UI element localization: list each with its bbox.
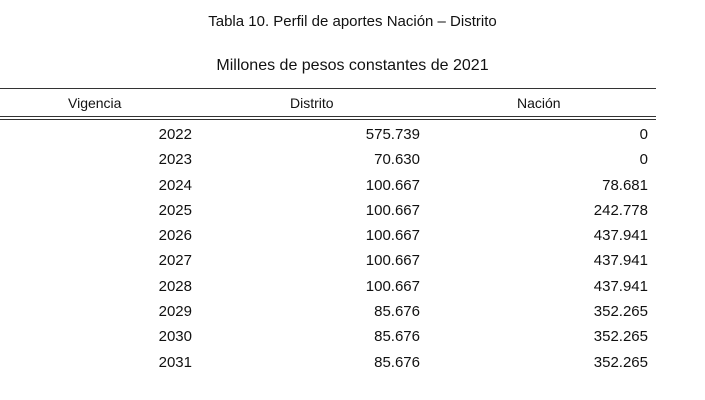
cell-vigencia: 2022	[158, 126, 192, 143]
cell-vigencia: 2024	[158, 176, 192, 194]
table-row: 2026 100.667 437.941	[0, 223, 656, 248]
cell-distrito: 70.630	[374, 151, 420, 169]
header-vigencia: Vigencia	[68, 95, 122, 111]
table-subtitle: Millones de pesos constantes de 2021	[216, 57, 489, 74]
header-distrito: Distrito	[290, 95, 334, 111]
cell-vigencia: 2025	[158, 201, 192, 219]
cell-distrito: 575.739	[365, 126, 420, 143]
table-header-rule	[0, 116, 656, 120]
cell-nacion: 0	[639, 126, 648, 143]
cell-distrito: 100.667	[365, 176, 420, 194]
cell-nacion: 437.941	[593, 227, 648, 245]
table-top-rule	[0, 88, 656, 89]
cell-vigencia: 2030	[158, 328, 192, 346]
cell-vigencia: 2027	[158, 252, 192, 270]
cell-nacion: 352.265	[593, 328, 648, 346]
cell-nacion: 0	[639, 151, 648, 169]
table-row: 2031 85.676 352.265	[0, 350, 656, 375]
table-row: 2024 100.667 78.681	[0, 173, 656, 198]
table-row: 2030 85.676 352.265	[0, 324, 656, 349]
table-row: 2022 575.739 0	[0, 122, 656, 147]
cell-vigencia: 2029	[158, 303, 192, 321]
cell-distrito: 100.667	[365, 277, 420, 295]
cell-nacion: 242.778	[593, 201, 648, 219]
cell-vigencia: 2026	[158, 227, 192, 245]
data-table: Vigencia Distrito Nación 2022 575.739 0 …	[0, 88, 656, 375]
cell-distrito: 85.676	[374, 303, 420, 321]
cell-vigencia: 2031	[158, 353, 192, 371]
cell-vigencia: 2028	[158, 277, 192, 295]
cell-nacion: 352.265	[593, 303, 648, 321]
table-row: 2023 70.630 0	[0, 147, 656, 172]
cell-nacion: 437.941	[593, 252, 648, 270]
table-body: 2022 575.739 0 2023 70.630 0 2024 100.66…	[0, 120, 656, 375]
table-row: 2029 85.676 352.265	[0, 299, 656, 324]
cell-nacion: 437.941	[593, 277, 648, 295]
table-row: 2027 100.667 437.941	[0, 248, 656, 273]
table-header-row: Vigencia Distrito Nación	[0, 89, 656, 116]
table-row: 2025 100.667 242.778	[0, 198, 656, 223]
cell-distrito: 85.676	[374, 353, 420, 371]
cell-distrito: 100.667	[365, 252, 420, 270]
cell-nacion: 78.681	[602, 176, 648, 194]
table-row: 2028 100.667 437.941	[0, 274, 656, 299]
cell-vigencia: 2023	[158, 151, 192, 169]
cell-distrito: 85.676	[374, 328, 420, 346]
cell-distrito: 100.667	[365, 201, 420, 219]
cell-nacion: 352.265	[593, 353, 648, 371]
cell-distrito: 100.667	[365, 227, 420, 245]
table-title: Tabla 10. Perfil de aportes Nación – Dis…	[208, 13, 497, 30]
header-nacion: Nación	[517, 95, 561, 111]
